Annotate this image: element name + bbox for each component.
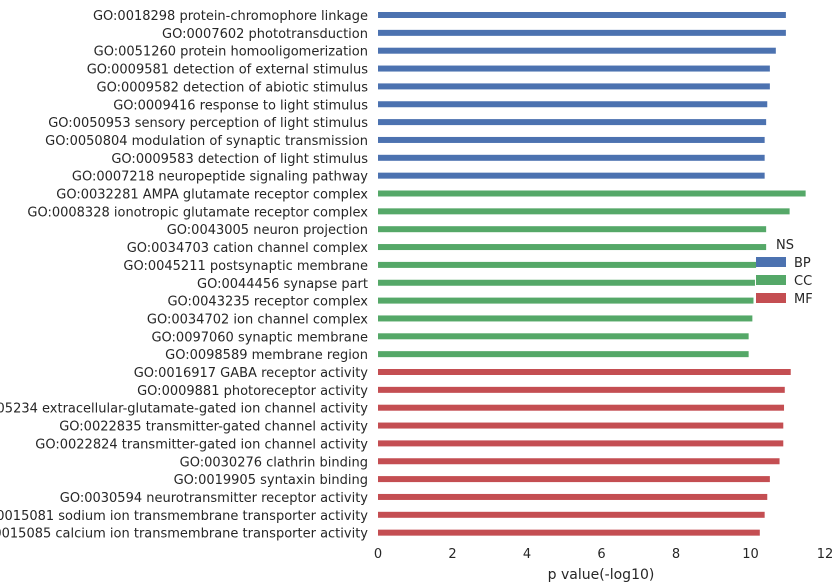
category-label: GO:0097060 synaptic membrane: [151, 330, 368, 345]
category-label: GO:0007218 neuropeptide signaling pathwa…: [72, 170, 368, 185]
category-label: GO:0051260 protein homooligomerization: [94, 45, 368, 60]
bar-mf-25: [378, 458, 780, 465]
bar-mf-28: [378, 511, 765, 518]
bar-cc-16: [378, 297, 754, 304]
category-label: GO:0050804 modulation of synaptic transm…: [45, 134, 368, 149]
category-label: GO:0045211 postsynaptic membrane: [123, 259, 368, 274]
category-label: GO:0044456 synapse part: [197, 277, 368, 292]
category-label: GO:0043005 neuron projection: [167, 223, 368, 238]
bar-bp-7: [378, 136, 765, 143]
category-label: GO:0034703 cation channel complex: [127, 241, 369, 256]
x-tick-label: 6: [597, 547, 605, 562]
category-label: GO:0022824 transmitter-gated ion channel…: [35, 437, 368, 452]
bar-cc-14: [378, 261, 757, 268]
category-label: GO:0016917 GABA receptor activity: [134, 366, 369, 381]
category-label: GO:0009881 photoreceptor activity: [137, 384, 368, 399]
bar-bp-6: [378, 119, 767, 126]
bar-bp-5: [378, 101, 768, 108]
bar-mf-27: [378, 493, 768, 500]
bar-mf-26: [378, 476, 770, 483]
category-label: GO:0019905 syntaxin binding: [174, 473, 368, 488]
category-label: GO:0009583 detection of light stimulus: [111, 152, 368, 167]
x-tick-label: 8: [672, 547, 680, 562]
bar-cc-15: [378, 279, 755, 286]
x-tick-label: 12: [817, 547, 834, 562]
bar-cc-11: [378, 208, 790, 215]
category-label: GO:0030594 neurotransmitter receptor act…: [60, 491, 369, 506]
bar-mf-21: [378, 386, 785, 393]
bar-bp-1: [378, 29, 786, 36]
x-tick-label: 0: [374, 547, 382, 562]
category-label: GO:0015081 sodium ion transmembrane tran…: [0, 509, 368, 524]
category-label: GO:0022835 transmitter-gated channel act…: [59, 420, 368, 435]
legend-title: NS: [776, 238, 794, 253]
category-label: GO:0050953 sensory perception of light s…: [48, 116, 368, 131]
x-tick-label: 2: [448, 547, 456, 562]
bar-mf-20: [378, 369, 791, 375]
legend-label-mf: MF: [794, 292, 813, 307]
legend-label-bp: BP: [794, 256, 811, 271]
bar-mf-22: [378, 404, 785, 411]
bar-bp-2: [378, 47, 776, 54]
bar-cc-13: [378, 244, 767, 251]
x-axis-label: p value(-log10): [548, 567, 655, 583]
category-label: GO:0018298 protein-chromophore linkage: [93, 9, 368, 24]
x-tick-label: 10: [742, 547, 759, 562]
x-tick-label: 4: [523, 547, 531, 562]
category-label: GO:0009582 detection of abiotic stimulus: [97, 80, 369, 95]
bar-mf-24: [378, 440, 784, 447]
bar-cc-10: [378, 190, 806, 197]
bar-mf-23: [378, 422, 784, 429]
legend-swatch-bp: [756, 257, 786, 267]
category-label: GO:0009416 response to light stimulus: [113, 98, 368, 113]
bar-cc-17: [378, 315, 753, 322]
bar-mf-29: [378, 529, 760, 536]
bars-group: [378, 12, 806, 536]
legend-swatch-cc: [756, 275, 786, 285]
category-label: GO:0034702 ion channel complex: [147, 312, 368, 327]
bar-cc-19: [378, 351, 749, 358]
category-labels: GO:0018298 protein-chromophore linkage GO…: [0, 9, 368, 542]
bar-bp-9: [378, 172, 765, 179]
category-label: GO:0007602 phototransduction: [162, 27, 368, 42]
category-label: GO:0030276 clathrin binding: [180, 455, 368, 470]
category-label: GO:0008328 ionotropic glutamate receptor…: [27, 205, 368, 220]
category-label: GO:0043235 receptor complex: [167, 295, 368, 310]
bar-bp-3: [378, 65, 770, 72]
category-label: GO:0005234 extracellular-glutamate-gated…: [0, 402, 368, 417]
category-label: GO:0098589 membrane region: [165, 348, 368, 363]
legend-swatch-mf: [756, 293, 786, 303]
bar-cc-12: [378, 226, 767, 233]
bar-bp-4: [378, 83, 770, 90]
bar-cc-18: [378, 333, 749, 340]
bar-bp-0: [378, 12, 786, 18]
legend: NS BP CC MF: [756, 238, 813, 307]
x-tick-labels: 0 2 4 6 8 10 12: [374, 547, 833, 562]
legend-label-cc: CC: [794, 274, 812, 289]
category-label: GO:0015085 calcium ion transmembrane tra…: [0, 527, 368, 542]
category-label: GO:0032281 AMPA glutamate receptor compl…: [56, 188, 368, 203]
bar-bp-8: [378, 154, 765, 161]
category-label: GO:0009581 detection of external stimulu…: [87, 63, 369, 78]
